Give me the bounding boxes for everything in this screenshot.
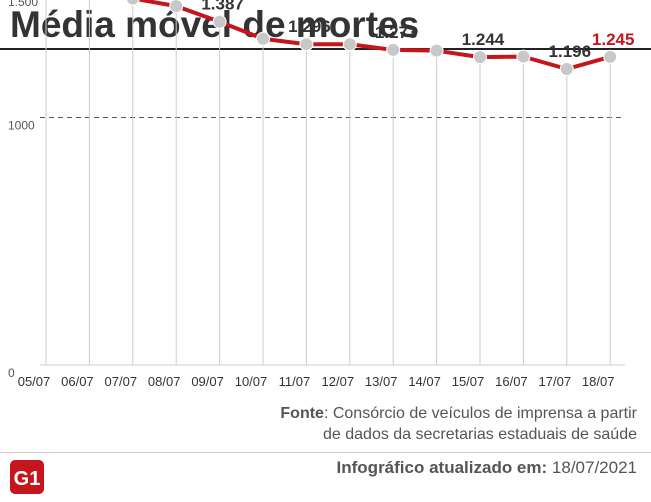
data-point-6 [299,37,314,52]
source-text-line-1: : Consórcio de veículos de imprensa a pa… [323,405,637,422]
data-label-12: 1.196 [549,42,592,61]
data-label-4: 1.387 [201,0,244,14]
data-point-13 [603,49,618,64]
x-tick-label-3: 08/07 [148,374,181,389]
data-label-10: 1.244 [462,30,505,49]
data-point-4 [212,14,227,29]
series-line [131,0,613,71]
y-tick-label-1: 1000 [8,119,35,133]
x-tick-label-7: 12/07 [322,374,355,389]
data-point-8 [386,42,401,57]
x-tick-label-1: 06/07 [61,374,94,389]
data-point-3 [169,0,184,14]
data-label-13: 1.245 [592,30,635,49]
g1-logo-icon: G1 [10,460,44,494]
updated-date: 18/07/2021 [551,458,637,477]
data-point-11 [516,49,531,64]
data-point-7 [342,37,357,52]
data-point-2 [125,0,140,6]
updated-note: Infográfico atualizado em: 18/07/2021 [337,458,637,478]
x-tick-label-2: 07/07 [105,374,138,389]
y-tick-label-0: 0 [8,366,15,380]
source-text-line-2: de dados da secretarias estaduais de saú… [323,426,637,443]
x-tick-label-0: 05/07 [18,374,51,389]
y-tick-label-2: 1.500 [8,0,38,9]
x-tick-label-13: 18/07 [582,374,615,389]
title-divider [0,48,651,50]
data-point-12 [559,61,574,76]
data-label-6: 1.296 [288,17,331,36]
data-point-10 [473,50,487,65]
x-tick-label-5: 10/07 [235,374,268,389]
updated-label: Infográfico atualizado em: [336,458,548,477]
data-point-5 [256,31,270,46]
x-tick-label-10: 15/07 [452,374,485,389]
x-tick-label-9: 14/07 [408,374,441,389]
x-tick-label-6: 11/07 [279,374,311,389]
source-note: Fonte: Consórcio de veículos de imprensa… [280,403,637,445]
x-tick-label-4: 09/07 [191,374,224,389]
logo-text: G1 [14,468,41,490]
data-label-8: 1.273 [375,23,418,42]
source-label: Fonte [280,405,324,422]
x-tick-label-12: 17/07 [539,374,572,389]
x-tick-label-8: 13/07 [365,374,398,389]
footer-divider [0,452,651,453]
line-chart: 0 1000 1.500 05/07 06/07 07/07 08/07 09/07 10/07… [8,0,635,389]
data-point-9 [429,43,444,58]
x-tick-label-11: 16/07 [495,374,528,389]
